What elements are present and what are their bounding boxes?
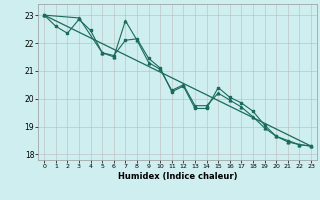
X-axis label: Humidex (Indice chaleur): Humidex (Indice chaleur): [118, 172, 237, 181]
